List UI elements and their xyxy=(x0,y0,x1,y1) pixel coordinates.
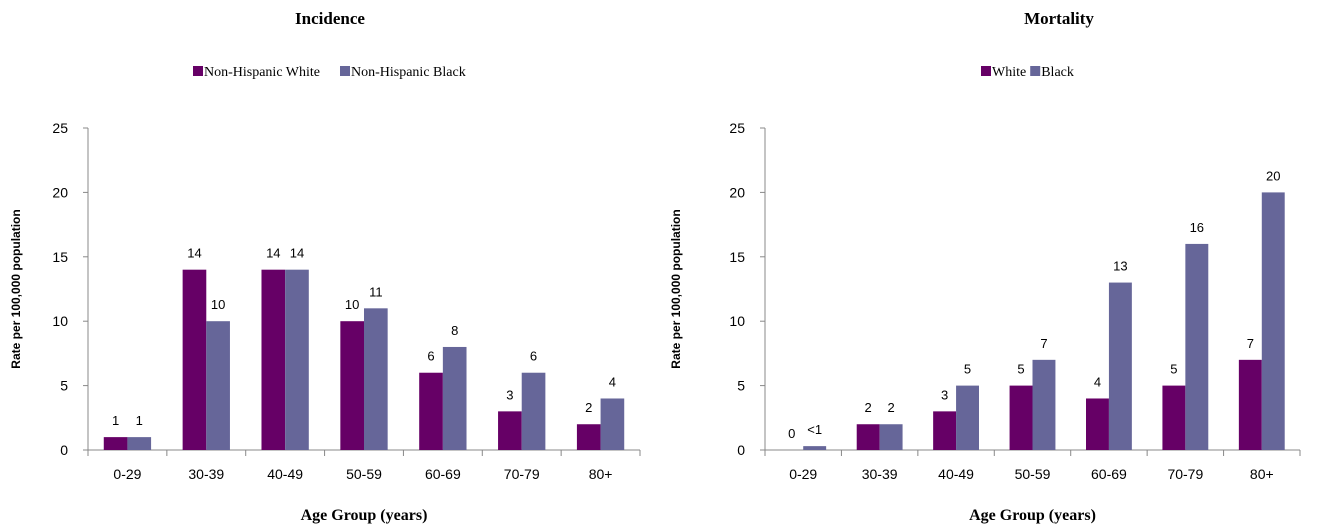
incidence-chart-svg: Incidence Non-Hispanic White Non-Hispanic … xyxy=(9,9,641,524)
data-label: 6 xyxy=(530,349,537,364)
data-label: 1 xyxy=(136,413,143,428)
y-tick-label: 25 xyxy=(729,120,745,136)
y-tick-label: 15 xyxy=(729,249,745,265)
y-axis-title: Rate per 100,000 population xyxy=(669,209,683,368)
mortality-bar-black xyxy=(1032,359,1056,450)
incidence-bar-white xyxy=(340,321,364,450)
data-label: 4 xyxy=(1094,374,1101,389)
y-tick-label: 15 xyxy=(52,249,68,265)
legend-swatch-0 xyxy=(981,66,991,76)
data-label: 13 xyxy=(1113,259,1127,274)
data-label: 7 xyxy=(1247,336,1254,351)
x-tick-label: 80+ xyxy=(589,466,613,482)
incidence-bar-white xyxy=(103,437,128,450)
y-axis-title: Rate per 100,000 population xyxy=(9,209,23,368)
y-tick-label: 5 xyxy=(737,378,745,394)
incidence-bar-white xyxy=(498,411,522,450)
incidence-bar-black xyxy=(206,321,230,450)
y-tick-label: 10 xyxy=(729,313,745,329)
x-tick-label: 50-59 xyxy=(346,466,382,482)
x-tick-label: 40-49 xyxy=(267,466,303,482)
x-tick-label: 50-59 xyxy=(1015,466,1051,482)
mortality-bar-white xyxy=(1238,359,1262,450)
data-label: 2 xyxy=(585,400,592,415)
incidence-title: Incidence xyxy=(295,9,365,28)
y-tick-label: 0 xyxy=(60,442,68,458)
x-axis-title: Age Group (years) xyxy=(969,507,1096,524)
x-tick-label: 60-69 xyxy=(425,466,461,482)
mortality-bar-white xyxy=(1009,385,1033,450)
mortality-bar-white xyxy=(856,424,880,450)
x-tick-label: 40-49 xyxy=(938,466,974,482)
mortality-bar-white xyxy=(933,411,957,450)
data-label: 20 xyxy=(1266,168,1280,183)
mortality-title: Mortality xyxy=(1024,9,1094,28)
legend-swatch-1 xyxy=(1030,66,1041,76)
data-label: 5 xyxy=(1017,362,1024,377)
data-label: 8 xyxy=(451,323,458,338)
incidence-bar-black xyxy=(285,269,309,450)
legend-swatch-1 xyxy=(340,66,350,76)
data-label: 10 xyxy=(211,297,225,312)
legend-label-0: Non-Hispanic White xyxy=(204,65,320,80)
mortality-bar-black xyxy=(803,446,827,450)
y-tick-label: 20 xyxy=(729,184,745,200)
mortality-bar-black xyxy=(1108,282,1132,450)
data-label: 10 xyxy=(345,297,359,312)
legend-swatch-0 xyxy=(193,66,203,76)
x-tick-label: 0-29 xyxy=(789,466,817,482)
data-label: 3 xyxy=(941,387,948,402)
y-tick-label: 25 xyxy=(52,120,68,136)
mortality-bar-black xyxy=(956,385,979,450)
incidence-bar-black xyxy=(127,437,152,450)
data-label: 4 xyxy=(609,374,616,389)
data-label: 2 xyxy=(887,400,894,415)
mortality-bar-black xyxy=(879,424,903,450)
data-label: 5 xyxy=(964,362,971,377)
x-tick-label: 30-39 xyxy=(862,466,898,482)
mortality-bar-white xyxy=(1086,398,1109,450)
data-label: 1 xyxy=(112,413,119,428)
data-label: 6 xyxy=(427,349,434,364)
mortality-bar-black xyxy=(1261,192,1285,450)
x-axis-title: Age Group (years) xyxy=(301,507,428,524)
incidence-bar-white xyxy=(261,269,286,450)
data-label: 3 xyxy=(506,387,513,402)
mortality-bar-white xyxy=(1162,385,1186,450)
x-tick-label: 80+ xyxy=(1250,466,1274,482)
y-tick-label: 10 xyxy=(52,313,68,329)
incidence-bar-white xyxy=(182,269,207,450)
data-label: 14 xyxy=(266,246,280,261)
incidence-bar-black xyxy=(442,346,467,450)
data-label: 7 xyxy=(1040,336,1047,351)
y-tick-label: 0 xyxy=(737,442,745,458)
y-tick-label: 5 xyxy=(60,378,68,394)
incidence-bar-white xyxy=(419,372,443,450)
x-tick-label: 30-39 xyxy=(188,466,224,482)
x-tick-label: 70-79 xyxy=(1167,466,1203,482)
mortality-chart: Mortality White Black 0 5 10 15 20 25 0-29 0 <1 30-3… xyxy=(659,0,1318,527)
data-label: 14 xyxy=(187,246,201,261)
data-label: 2 xyxy=(865,400,872,415)
data-label: 14 xyxy=(290,246,304,261)
incidence-bar-black xyxy=(600,398,625,450)
legend-label-1: Non-Hispanic Black xyxy=(351,65,466,80)
data-label: 16 xyxy=(1190,220,1204,235)
incidence-bar-black xyxy=(521,372,546,450)
incidence-chart: Incidence Non-Hispanic White Non-Hispanic … xyxy=(9,9,641,524)
data-label: 0 xyxy=(788,426,795,441)
x-tick-label: 60-69 xyxy=(1091,466,1127,482)
legend-label-1: Black xyxy=(1041,65,1074,80)
data-label: <1 xyxy=(807,422,822,437)
incidence-bar-white xyxy=(576,424,601,450)
x-tick-label: 70-79 xyxy=(504,466,540,482)
mortality-bar-black xyxy=(1185,243,1209,450)
incidence-bar-black xyxy=(364,308,388,450)
x-tick-label: 0-29 xyxy=(113,466,141,482)
legend-label-0: White xyxy=(992,65,1026,80)
y-tick-label: 20 xyxy=(52,184,68,200)
data-label: 5 xyxy=(1170,362,1177,377)
data-label: 11 xyxy=(369,284,383,299)
